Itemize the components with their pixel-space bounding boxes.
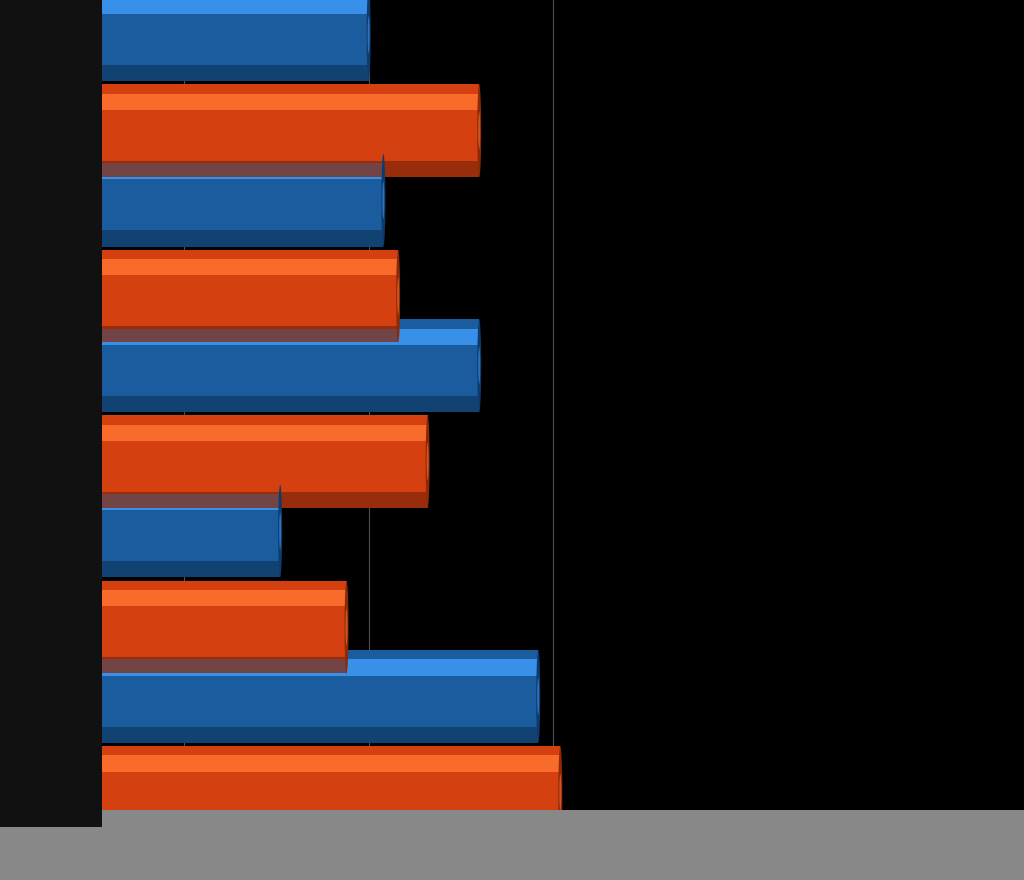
Ellipse shape bbox=[477, 84, 481, 177]
Ellipse shape bbox=[397, 277, 399, 315]
Bar bbox=[0, 259, 398, 275]
Bar bbox=[0, 415, 428, 508]
Ellipse shape bbox=[559, 774, 561, 811]
Ellipse shape bbox=[537, 650, 541, 743]
Bar bbox=[0, 93, 479, 110]
Ellipse shape bbox=[368, 16, 370, 54]
Ellipse shape bbox=[381, 154, 385, 246]
Ellipse shape bbox=[367, 0, 371, 81]
Bar bbox=[0, 657, 346, 673]
Bar bbox=[0, 319, 479, 412]
Ellipse shape bbox=[538, 678, 540, 715]
Ellipse shape bbox=[478, 347, 480, 385]
Bar bbox=[0, 746, 560, 839]
Bar bbox=[0, 396, 479, 412]
Ellipse shape bbox=[382, 181, 384, 219]
Ellipse shape bbox=[558, 746, 562, 839]
Ellipse shape bbox=[427, 443, 429, 480]
Bar bbox=[0, 0, 369, 14]
Bar bbox=[0, 659, 539, 676]
Ellipse shape bbox=[477, 319, 481, 412]
Ellipse shape bbox=[344, 581, 348, 673]
Bar bbox=[0, 561, 281, 577]
Bar bbox=[0, 494, 281, 510]
Ellipse shape bbox=[396, 250, 400, 342]
Bar bbox=[0, 727, 539, 743]
Bar bbox=[0, 755, 560, 772]
Bar bbox=[0, 163, 383, 180]
Bar bbox=[0, 65, 369, 81]
Bar bbox=[0, 231, 383, 246]
Bar bbox=[0, 485, 281, 577]
Bar bbox=[0, 650, 539, 743]
Ellipse shape bbox=[280, 512, 282, 550]
Bar bbox=[0, 424, 428, 441]
Ellipse shape bbox=[426, 415, 430, 508]
Bar bbox=[0, 154, 383, 246]
Bar bbox=[0, 250, 398, 342]
Bar bbox=[0, 581, 346, 673]
Bar bbox=[0, 0, 369, 81]
Bar bbox=[0, 590, 346, 606]
Bar bbox=[0, 492, 428, 508]
Bar bbox=[0, 326, 398, 342]
Ellipse shape bbox=[478, 112, 480, 150]
Bar bbox=[0, 161, 479, 177]
Bar bbox=[0, 84, 479, 177]
Ellipse shape bbox=[279, 485, 283, 577]
Bar bbox=[0, 823, 560, 839]
Ellipse shape bbox=[345, 608, 347, 646]
Bar bbox=[0, 328, 479, 345]
